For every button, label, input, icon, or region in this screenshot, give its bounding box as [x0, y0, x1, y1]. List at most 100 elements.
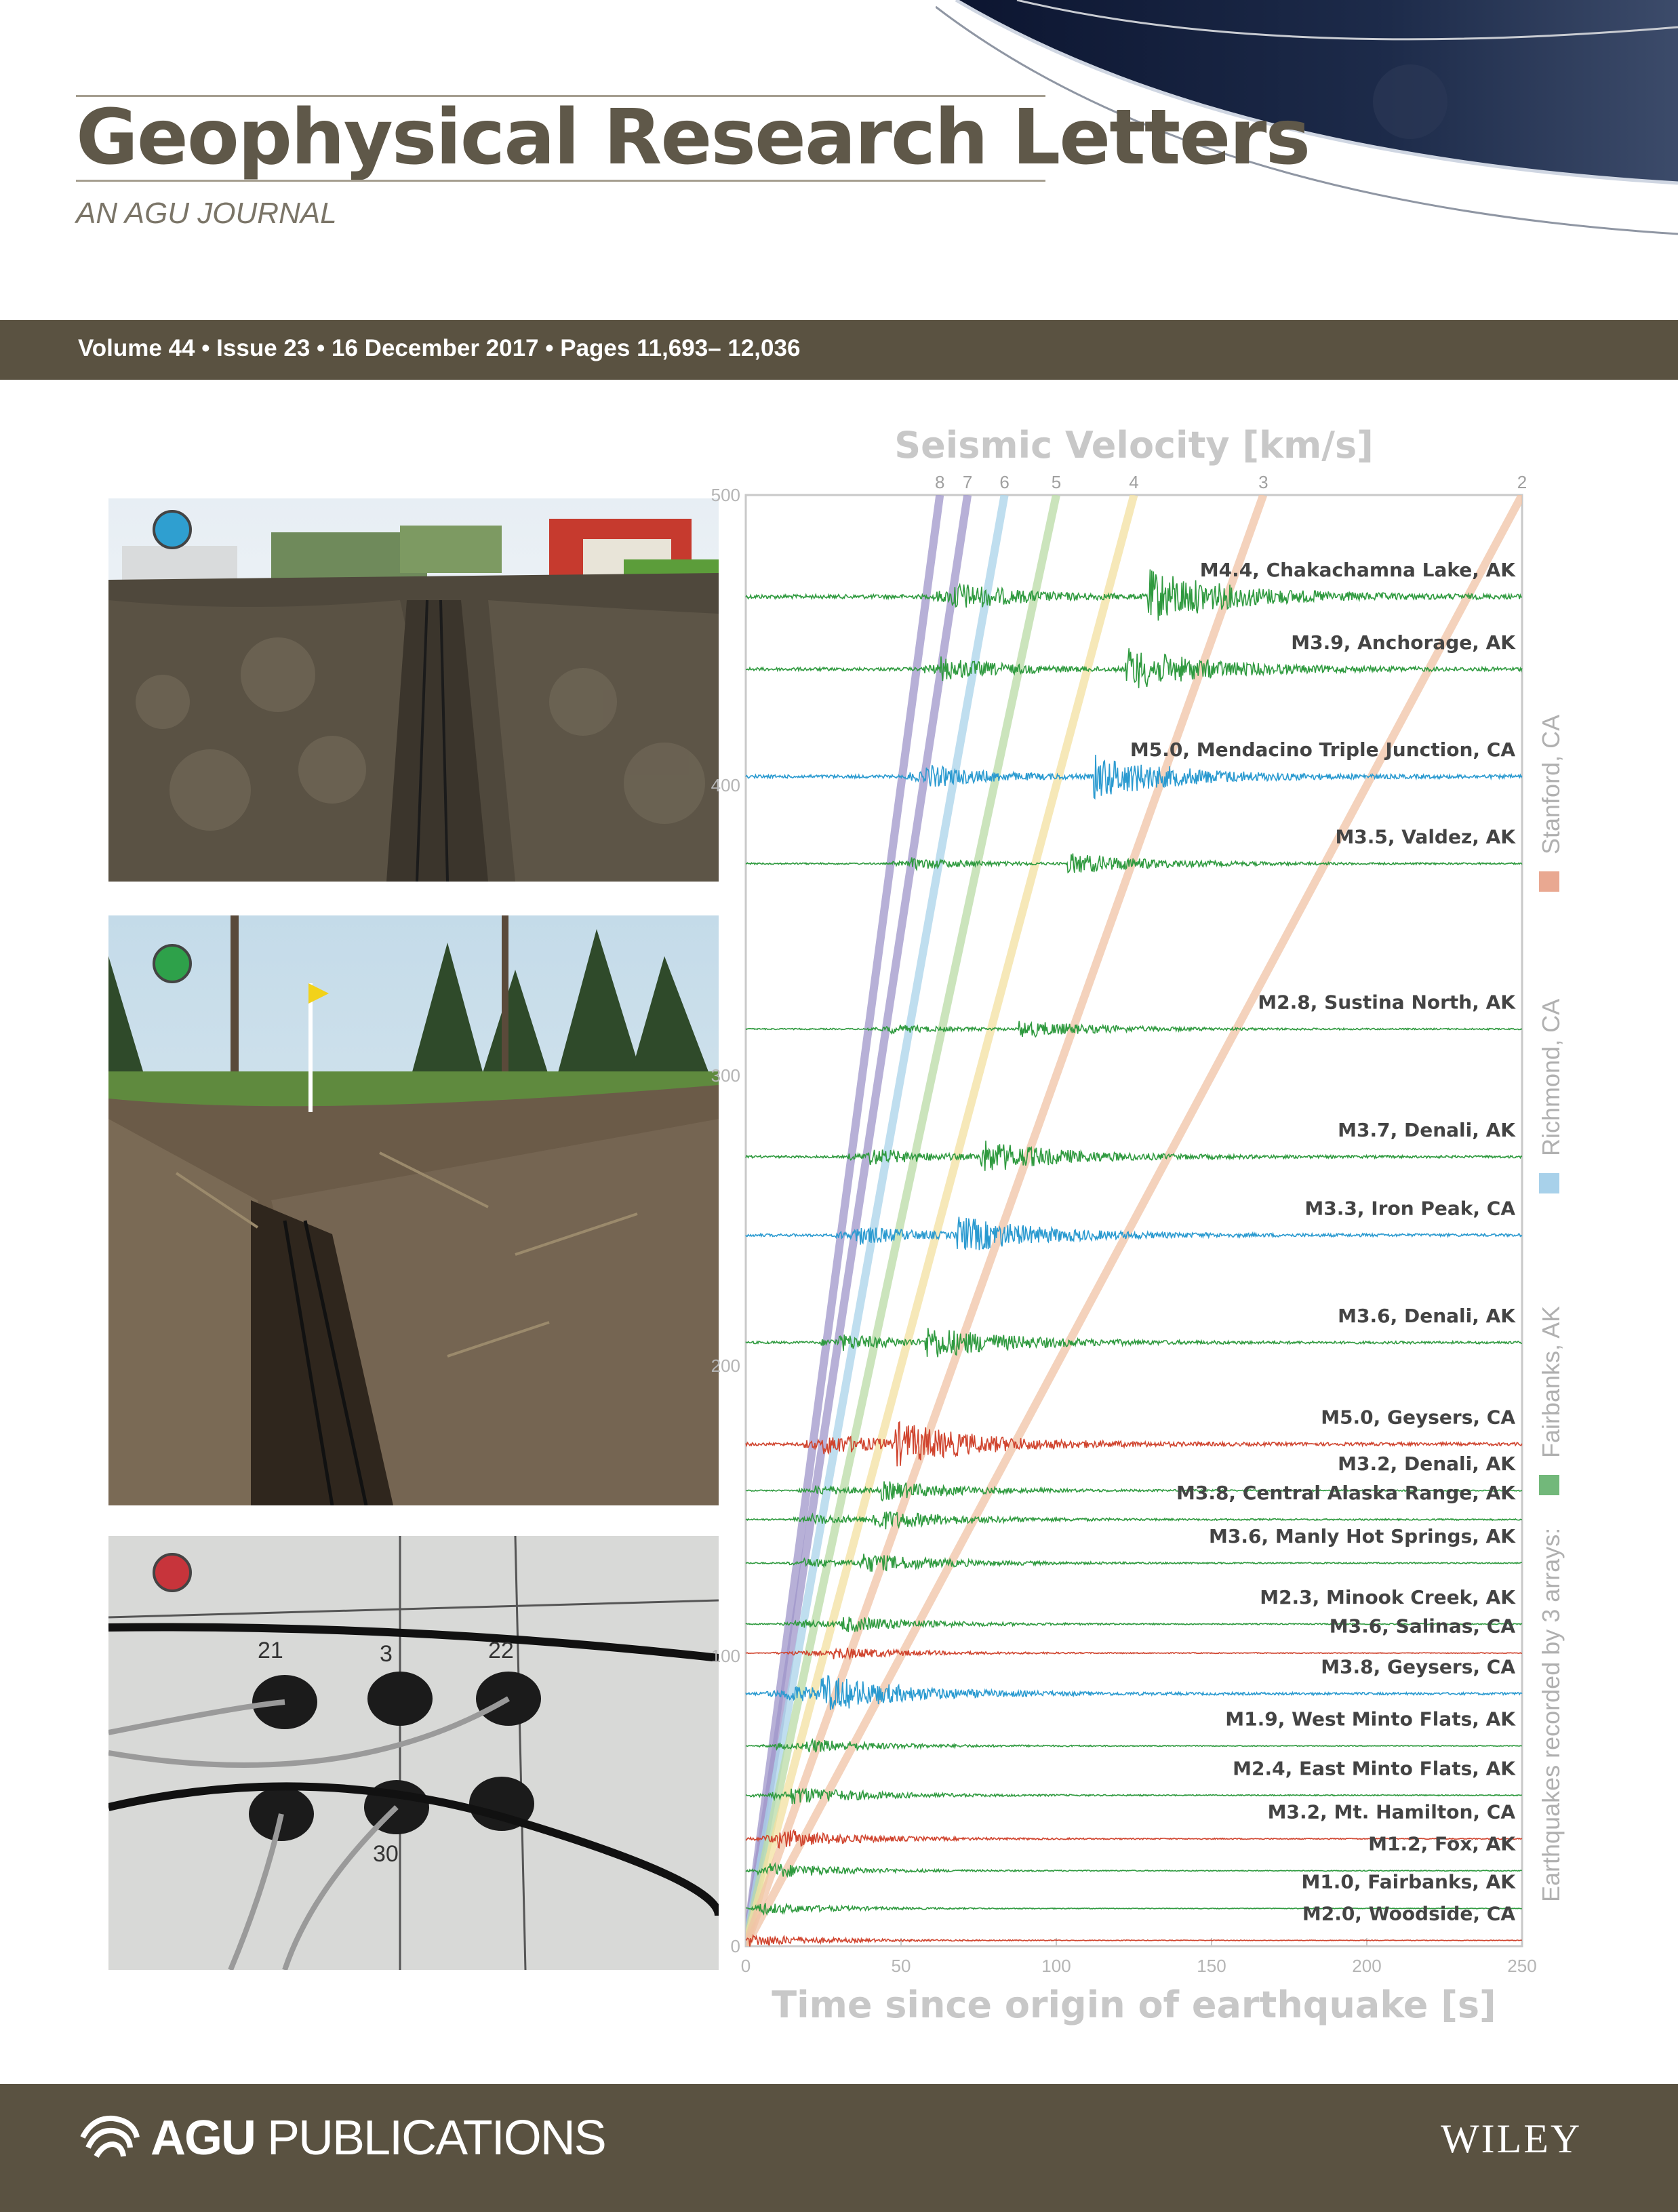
title-bottom-rule	[76, 180, 1045, 182]
seismic-trace	[745, 1738, 1522, 1753]
velocity-tick-label: 7	[963, 472, 972, 492]
seismic-trace	[745, 1217, 1523, 1250]
velocity-lines-group	[746, 495, 1522, 1946]
velocity-line-3	[746, 495, 1267, 1946]
legend-entry: Richmond, CA	[1537, 999, 1565, 1156]
issue-bar	[0, 320, 1678, 380]
seismic-trace	[745, 569, 1523, 621]
seismic-trace	[745, 1616, 1523, 1632]
seismic-trace	[745, 1902, 1522, 1916]
velocity-line-6	[746, 495, 1009, 1946]
velocity-tick-label: 8	[935, 472, 944, 492]
legend-swatch	[1539, 871, 1559, 892]
trace-label: M3.5, Valdez, AK	[1335, 826, 1516, 848]
trace-label: M3.2, Mt. Hamilton, CA	[1268, 1801, 1516, 1823]
seismic-trace	[745, 1021, 1523, 1038]
seismic-trace	[745, 1934, 1523, 1947]
x-tick-label: 250	[1507, 1956, 1536, 1976]
trace-label: M1.9, West Minto Flats, AK	[1225, 1708, 1516, 1731]
legend-entry: Stanford, CA	[1537, 715, 1565, 854]
velocity-tick-label: 3	[1258, 472, 1268, 492]
photo-stanford-conduit: 21 3 22 30	[108, 1536, 719, 1970]
seismic-trace	[745, 1141, 1523, 1171]
agu-publications-wordmark: AGU PUBLICATIONS	[151, 2111, 607, 2165]
seismic-trace	[745, 1647, 1523, 1661]
y-tick-label: 500	[711, 485, 740, 505]
seismic-trace	[745, 1861, 1523, 1878]
issue-info: Volume 44 • Issue 23 • 16 December 2017 …	[78, 335, 801, 361]
seismic-trace	[745, 1788, 1522, 1804]
seismic-trace	[745, 1481, 1523, 1502]
svg-text:22: 22	[488, 1638, 514, 1663]
trace-label: M3.3, Iron Peak, CA	[1304, 1197, 1515, 1219]
velocity-line-2	[746, 495, 1522, 1946]
legend-entry: Fairbanks, AK	[1537, 1306, 1565, 1458]
velocity-tick-label: 2	[1517, 472, 1527, 492]
svg-text:30: 30	[373, 1841, 399, 1867]
velocity-line-5	[746, 495, 1060, 1946]
y-tick-label: 400	[711, 775, 740, 795]
trace-label: M2.4, East Minto Flats, AK	[1233, 1757, 1516, 1779]
y-tick-label: 200	[711, 1356, 740, 1376]
seismic-trace	[745, 1511, 1523, 1530]
trace-label: M5.0, Geysers, CA	[1321, 1406, 1515, 1429]
y-tick-label: 0	[731, 1936, 740, 1956]
y-tick-label: 100	[711, 1646, 740, 1666]
photo-fairbanks-trench-urban	[108, 498, 719, 882]
velocity-line-8	[746, 495, 944, 1946]
legend-swatch	[1539, 1173, 1559, 1193]
chart-plot-area: Seismic Velocity [km/s] 8 7 6 5 4 3 2 0 50 100 150 2…	[711, 424, 1565, 2026]
title-top-rule	[76, 95, 1045, 97]
x-tick-label: 100	[1041, 1956, 1071, 1976]
svg-text:21: 21	[258, 1638, 283, 1663]
trace-label: M1.2, Fox, AK	[1368, 1833, 1516, 1855]
x-tick-label: 200	[1352, 1956, 1381, 1976]
trace-label: M3.6, Manly Hot Springs, AK	[1209, 1525, 1516, 1547]
trace-label: M5.0, Mendacino Triple Junction, CA	[1130, 738, 1515, 761]
velocity-line-7	[746, 495, 972, 1946]
trace-label: M3.2, Denali, AK	[1338, 1453, 1516, 1475]
trace-label: M3.8, Central Alaska Range, AK	[1176, 1482, 1516, 1504]
photo-fairbanks-trench-forest	[108, 915, 719, 1505]
header-earth-limb-art	[936, 0, 1678, 235]
x-tick-label: 0	[741, 1956, 751, 1976]
seismic-trace	[745, 1421, 1523, 1467]
x-tick-label: 150	[1197, 1956, 1226, 1976]
journal-title: Geophysical Research Letters	[76, 94, 1311, 182]
x-axis-label: Time since origin of earthquake [s]	[772, 1983, 1496, 2026]
footer-bar	[0, 2084, 1678, 2212]
y-tick-label: 300	[711, 1065, 740, 1086]
velocity-tick-label: 5	[1052, 472, 1061, 492]
trace-label: M3.8, Geysers, CA	[1321, 1656, 1515, 1678]
seismic-trace	[745, 1554, 1522, 1572]
x-tick-label: 50	[892, 1956, 911, 1976]
seismic-trace	[745, 853, 1523, 874]
seismic-trace	[745, 1829, 1523, 1849]
marker-green-dot	[153, 944, 192, 983]
trace-label: M3.7, Denali, AK	[1338, 1119, 1516, 1141]
trace-label: M3.6, Denali, AK	[1338, 1305, 1516, 1327]
seismic-trace	[745, 1328, 1523, 1358]
wiley-wordmark: WILEY	[1441, 2116, 1582, 2161]
trace-label: M3.9, Anchorage, AK	[1291, 631, 1516, 654]
legend-title: Earthquakes recorded by 3 arrays:	[1537, 1528, 1565, 1902]
seismic-trace	[745, 648, 1523, 688]
legend-swatch	[1539, 1475, 1559, 1495]
seismic-record-section-chart: Seismic Velocity [km/s] 8 7 6 5 4 3 2 0 50 100 150 2…	[711, 424, 1565, 2026]
trace-label: M4.4, Chakachamna Lake, AK	[1200, 559, 1517, 581]
marker-red-dot	[153, 1553, 192, 1592]
legend: Earthquakes recorded by 3 arrays: Fairban…	[1537, 715, 1565, 1902]
velocity-tick-label: 4	[1129, 472, 1138, 492]
velocity-tick-label: 6	[999, 472, 1009, 492]
marker-blue-dot	[153, 510, 192, 549]
svg-text:3: 3	[380, 1641, 393, 1667]
seismic-trace	[745, 1675, 1523, 1710]
agu-swirl-logo	[80, 2115, 140, 2158]
velocity-line-4	[746, 495, 1138, 1946]
trace-label: M1.0, Fairbanks, AK	[1301, 1870, 1516, 1893]
chart-title: Seismic Velocity [km/s]	[894, 424, 1374, 467]
trace-label: M2.8, Sustina North, AK	[1258, 991, 1516, 1014]
trace-label: M3.6, Salinas, CA	[1330, 1615, 1516, 1638]
trace-label: M2.0, Woodside, CA	[1302, 1902, 1515, 1924]
seismic-trace	[745, 754, 1523, 800]
